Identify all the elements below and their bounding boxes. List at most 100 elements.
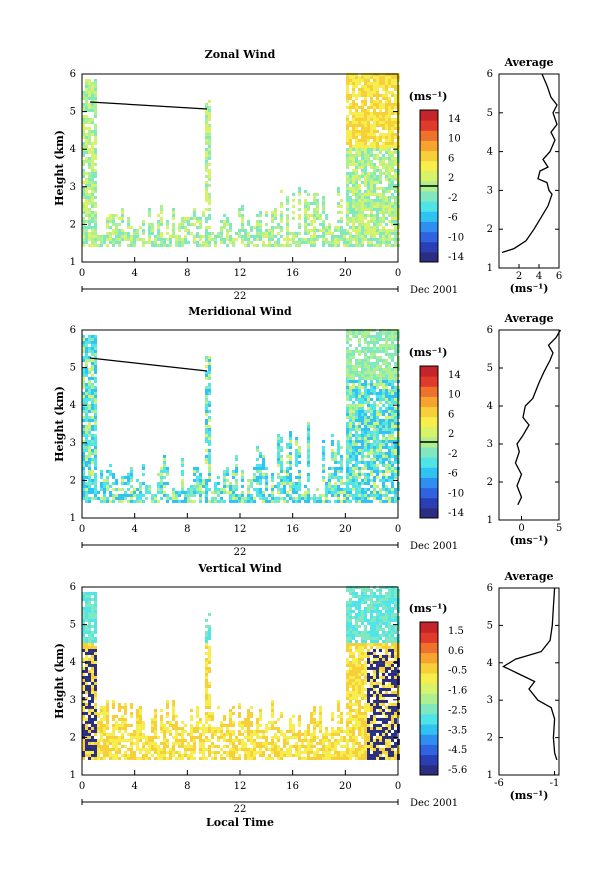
data-cell	[94, 478, 97, 482]
data-cell	[379, 337, 382, 341]
data-cell	[337, 496, 340, 500]
data-cell	[385, 75, 388, 79]
data-cell	[181, 726, 184, 730]
data-cell	[310, 741, 313, 745]
data-cell	[190, 726, 193, 730]
data-cell	[394, 451, 397, 455]
data-cell	[373, 436, 376, 440]
data-cell	[88, 388, 91, 392]
data-cell	[85, 397, 88, 401]
data-cell	[349, 237, 352, 241]
data-cell	[364, 99, 367, 103]
data-cell	[154, 714, 157, 718]
data-cell	[316, 210, 319, 214]
data-cell	[115, 753, 118, 757]
data-cell	[361, 144, 364, 148]
data-cell	[220, 499, 223, 503]
data-cell	[274, 753, 277, 757]
data-cell	[82, 475, 85, 479]
data-cell	[247, 219, 250, 223]
data-cell	[202, 240, 205, 244]
data-cell	[124, 702, 127, 706]
data-cell	[208, 123, 211, 127]
data-cell	[382, 204, 385, 208]
gap-line	[89, 101, 208, 110]
data-cell	[172, 711, 175, 715]
data-cell	[85, 156, 88, 160]
data-cell	[394, 418, 397, 422]
data-cell	[85, 499, 88, 503]
data-cell	[376, 364, 379, 368]
data-cell	[340, 228, 343, 232]
data-cell	[139, 735, 142, 739]
data-cell	[283, 237, 286, 241]
data-cell	[82, 439, 85, 443]
data-cell	[313, 744, 316, 748]
data-cell	[379, 364, 382, 368]
data-cell	[382, 186, 385, 190]
data-cell	[94, 636, 97, 640]
data-cell	[358, 162, 361, 166]
data-cell	[154, 240, 157, 244]
data-cell	[277, 457, 280, 461]
data-cell	[139, 499, 142, 503]
data-cell	[391, 120, 394, 124]
data-cell	[109, 216, 112, 220]
data-cell	[94, 463, 97, 467]
data-cell	[367, 225, 370, 229]
data-cell	[244, 228, 247, 232]
data-cell	[247, 490, 250, 494]
data-cell	[379, 376, 382, 380]
data-cell	[256, 478, 259, 482]
data-cell	[112, 714, 115, 718]
colorbar-swatch	[420, 467, 438, 478]
data-cell	[352, 415, 355, 419]
data-cell	[388, 102, 391, 106]
data-cell	[91, 189, 94, 193]
data-cell	[88, 394, 91, 398]
data-cell	[250, 750, 253, 754]
data-cell	[319, 753, 322, 757]
data-cell	[121, 213, 124, 217]
data-cell	[370, 240, 373, 244]
data-cell	[205, 105, 208, 109]
data-cell	[337, 726, 340, 730]
data-cell	[103, 499, 106, 503]
data-cell	[295, 735, 298, 739]
data-cell	[298, 240, 301, 244]
data-cell	[82, 382, 85, 386]
data-cell	[253, 466, 256, 470]
data-cell	[346, 243, 349, 247]
data-cell	[85, 711, 88, 715]
data-cell	[205, 433, 208, 437]
data-cell	[88, 403, 91, 407]
data-cell	[82, 714, 85, 718]
data-cell	[160, 237, 163, 241]
data-cell	[319, 213, 322, 217]
data-cell	[382, 424, 385, 428]
data-cell	[358, 75, 361, 79]
data-cell	[346, 445, 349, 449]
data-cell	[289, 723, 292, 727]
data-cell	[373, 415, 376, 419]
data-cell	[100, 729, 103, 733]
data-cell	[376, 168, 379, 172]
data-cell	[337, 228, 340, 232]
data-cell	[184, 240, 187, 244]
data-cell	[244, 234, 247, 238]
data-cell	[340, 454, 343, 458]
data-cell	[166, 481, 169, 485]
data-cell	[175, 726, 178, 730]
data-cell	[391, 427, 394, 431]
data-cell	[391, 141, 394, 145]
data-cell	[325, 237, 328, 241]
data-cell	[340, 460, 343, 464]
data-cell	[370, 355, 373, 359]
data-cell	[346, 430, 349, 434]
data-cell	[232, 711, 235, 715]
data-cell	[154, 729, 157, 733]
data-cell	[388, 361, 391, 365]
data-cell	[358, 403, 361, 407]
data-cell	[352, 406, 355, 410]
